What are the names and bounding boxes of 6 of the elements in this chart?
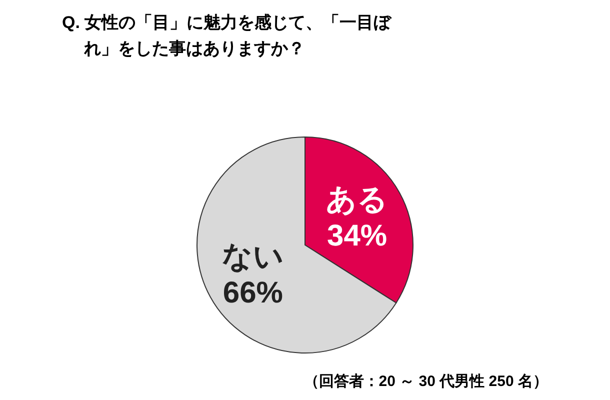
annotation: （回答者：20 ～ 30 代男性 250 名） <box>304 372 548 391</box>
slice-label: ある <box>326 183 388 216</box>
slice-label: ない <box>222 240 284 274</box>
data-label: 34% <box>327 219 388 252</box>
data-label: 66% <box>222 276 283 310</box>
title: Q. 女性の「目」に魅力を感じて、「一目ぼれ」をした事はありますか？ <box>62 12 393 60</box>
